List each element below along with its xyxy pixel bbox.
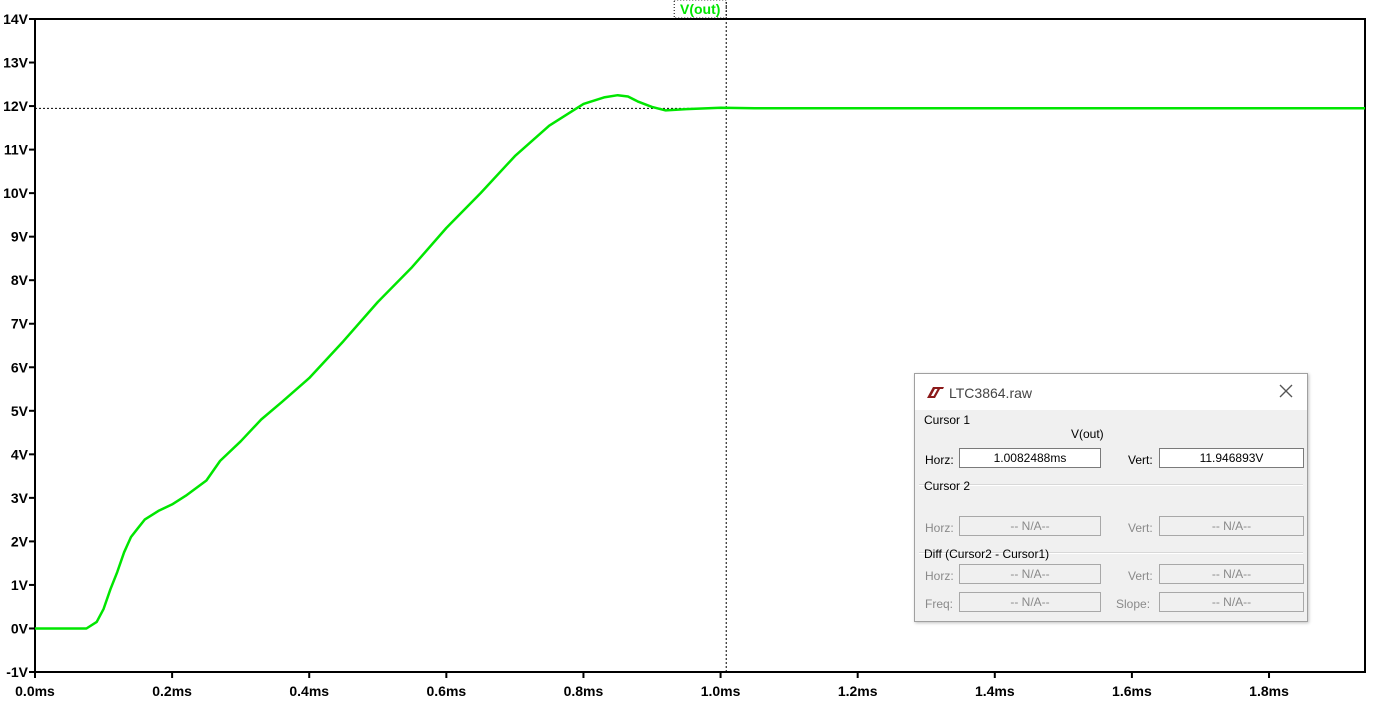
y-tick-label: -1V <box>6 664 28 680</box>
cursor1-trace-name: V(out) <box>1071 427 1104 441</box>
x-tick-label: 0.8ms <box>564 683 604 699</box>
y-tick-label: 9V <box>11 229 29 245</box>
x-axis: 0.0ms 0.2ms 0.4ms 0.6ms 0.8ms 1.0ms 1.2ms 1.4ms… <box>15 672 1289 699</box>
dialog-titlebar[interactable]: LTC3864.raw <box>915 374 1307 410</box>
divider <box>919 552 1303 554</box>
diff-freq-field: -- N/A-- <box>959 592 1101 612</box>
trace-v-out <box>35 93 1365 630</box>
cursor1-horz-field[interactable]: 1.0082488ms <box>959 448 1101 468</box>
y-tick-label: 12V <box>3 98 29 114</box>
cursor2-vert-field: -- N/A-- <box>1159 516 1304 536</box>
x-tick-label: 1.4ms <box>975 683 1015 699</box>
y-tick-label: 6V <box>11 359 29 375</box>
y-tick-label: 13V <box>3 55 29 71</box>
x-tick-label: 0.2ms <box>152 683 192 699</box>
lt-logo-icon <box>927 387 944 398</box>
x-tick-label: 1.2ms <box>838 683 878 699</box>
y-tick-label: 7V <box>11 316 29 332</box>
cursor2-section-label: Cursor 2 <box>924 479 971 493</box>
cursor2-horz-label: Horz: <box>925 521 954 535</box>
y-tick-label: 0V <box>11 620 29 636</box>
cursor2-vert-label: Vert: <box>1128 521 1153 535</box>
cursor1-horz-label: Horz: <box>925 453 954 467</box>
trace-title[interactable]: V(out) <box>680 1 720 17</box>
diff-vert-field: -- N/A-- <box>1159 564 1304 584</box>
close-icon[interactable] <box>1277 382 1295 400</box>
y-tick-label: 2V <box>11 533 29 549</box>
diff-horz-field: -- N/A-- <box>959 564 1101 584</box>
diff-slope-label: Slope: <box>1116 597 1151 611</box>
cursor2-horz-field: -- N/A-- <box>959 516 1101 536</box>
x-tick-label: 1.6ms <box>1112 683 1152 699</box>
x-tick-label: 1.8ms <box>1249 683 1289 699</box>
diff-freq-label: Freq: <box>925 597 954 611</box>
y-tick-label: 1V <box>11 577 29 593</box>
x-tick-label: 1.0ms <box>701 683 741 699</box>
y-tick-label: 11V <box>4 142 29 158</box>
trace-title-box <box>673 0 727 19</box>
diff-slope-field: -- N/A-- <box>1159 592 1304 612</box>
y-tick-label: 8V <box>11 272 29 288</box>
cursor1-section-label: Cursor 1 <box>924 413 971 427</box>
y-tick-label: 4V <box>11 446 29 462</box>
x-tick-label: 0.6ms <box>426 683 466 699</box>
cursor-dialog[interactable]: LTC3864.raw Cursor 1 V(out) Horz: 1.0082… <box>914 373 1308 622</box>
dialog-title: LTC3864.raw <box>949 385 1033 401</box>
x-tick-label: 0.4ms <box>289 683 329 699</box>
cursor1-vert-field[interactable]: 11.946893V <box>1159 448 1304 468</box>
y-axis: 14V 13V 12V 11V 10V 9V 8V 7V 6V 5V 4V 3V 2V 1V 0V -1V <box>3 11 35 680</box>
y-tick-label: 5V <box>11 403 29 419</box>
y-tick-label: 10V <box>3 185 29 201</box>
x-tick-label: 0.0ms <box>15 683 55 699</box>
diff-section-label: Diff (Cursor2 - Cursor1) <box>924 547 1050 561</box>
diff-horz-label: Horz: <box>925 569 954 583</box>
cursor-crosshair[interactable] <box>35 0 727 672</box>
cursor1-vert-label: Vert: <box>1128 453 1153 467</box>
y-tick-label: 14V <box>3 11 29 27</box>
divider <box>919 484 1303 486</box>
diff-vert-label: Vert: <box>1128 569 1153 583</box>
y-tick-label: 3V <box>11 490 29 506</box>
